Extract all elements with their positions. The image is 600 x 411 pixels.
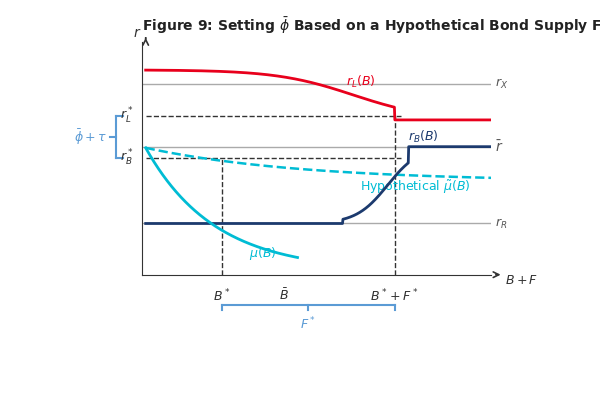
Text: Hypothetical $\tilde{\mu}(B)$: Hypothetical $\tilde{\mu}(B)$: [360, 178, 470, 196]
Text: $r_L(B)$: $r_L(B)$: [346, 74, 376, 90]
Text: $\bar{\phi} + \tau$: $\bar{\phi} + \tau$: [74, 127, 107, 147]
Text: $B^*$: $B^*$: [213, 288, 230, 304]
Text: $\bar{B}$: $\bar{B}$: [279, 288, 289, 303]
Text: $B^* + F^*$: $B^* + F^*$: [370, 288, 419, 304]
Text: Figure 9: Setting $\bar{\phi}$ Based on a Hypothetical Bond Supply Function: Figure 9: Setting $\bar{\phi}$ Based on …: [142, 15, 600, 36]
Text: $\mu(B)$: $\mu(B)$: [250, 245, 277, 262]
Text: $r_B^*$: $r_B^*$: [120, 148, 134, 169]
Text: $r_X$: $r_X$: [495, 77, 508, 91]
Text: $r_R$: $r_R$: [495, 217, 507, 231]
Text: $r$: $r$: [133, 25, 141, 39]
Text: $F^*$: $F^*$: [300, 315, 316, 332]
Text: $r_L^*$: $r_L^*$: [120, 106, 134, 127]
Text: $B + F$: $B + F$: [505, 274, 538, 287]
Text: $\bar{r}$: $\bar{r}$: [495, 139, 503, 155]
Text: $r_B(B)$: $r_B(B)$: [409, 129, 439, 145]
